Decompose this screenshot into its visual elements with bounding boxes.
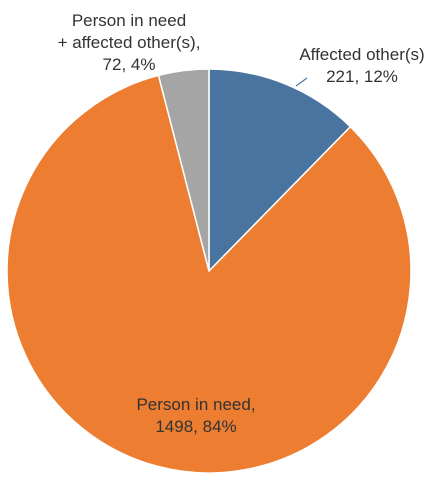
- slice-label-line: Person in need: [72, 11, 186, 30]
- slice-label-line: + affected other(s),: [58, 33, 201, 52]
- slice-label-affected-others: Affected other(s) 221, 12%: [299, 45, 424, 86]
- leader-line-affected-others: [295, 77, 308, 87]
- pie-slices: [6, 68, 412, 474]
- slice-label-person-in-need-plus-affected-others: Person in need + affected other(s), 72, 4%: [58, 11, 201, 74]
- pie-slice-person-in-need: [6, 74, 412, 474]
- slice-label-line: 1498, 84%: [155, 417, 236, 436]
- slice-labels: Affected other(s) 221, 12% Person in need,…: [58, 11, 425, 436]
- slice-label-line: Person in need,: [136, 395, 255, 414]
- slice-label-line: Affected other(s): [299, 45, 424, 64]
- slice-label-line: 72, 4%: [103, 55, 156, 74]
- pie-slice-affected-others: [208, 68, 352, 273]
- slice-label-line: 221, 12%: [326, 67, 398, 86]
- leader-lines: [295, 77, 308, 87]
- pie-slice-person-in-need-plus-affected-others: [157, 68, 210, 272]
- slice-label-person-in-need: Person in need, 1498, 84%: [136, 395, 255, 436]
